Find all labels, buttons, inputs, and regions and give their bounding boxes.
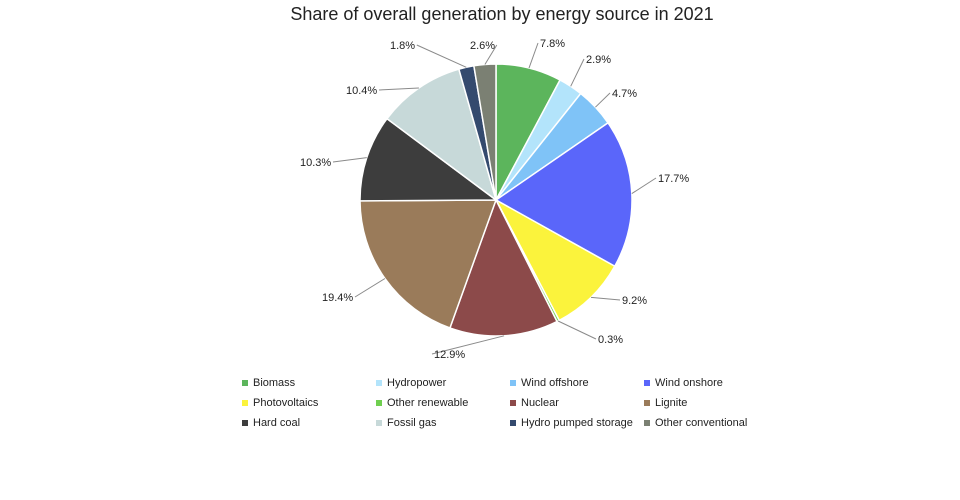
data-label: 7.8% bbox=[540, 38, 565, 50]
leader-line bbox=[631, 177, 657, 195]
legend-swatch bbox=[376, 400, 382, 406]
leader-line bbox=[416, 44, 467, 68]
legend-item: Lignite bbox=[644, 396, 778, 410]
leader-line bbox=[570, 58, 585, 87]
data-label: 9.2% bbox=[622, 295, 647, 307]
legend-swatch bbox=[376, 380, 382, 386]
legend-label: Other renewable bbox=[387, 397, 469, 409]
leader-line bbox=[484, 44, 498, 65]
legend-swatch bbox=[376, 420, 382, 426]
legend-label: Biomass bbox=[253, 377, 296, 389]
leader-line bbox=[557, 320, 597, 340]
leader-line bbox=[595, 92, 611, 108]
legend-label: Lignite bbox=[655, 397, 688, 409]
legend-label: Fossil gas bbox=[387, 417, 437, 429]
leader-line bbox=[332, 157, 367, 163]
leader-line bbox=[354, 278, 386, 298]
chart-title: Share of overall generation by energy so… bbox=[290, 4, 714, 24]
data-label: 4.7% bbox=[612, 88, 637, 100]
legend-label: Nuclear bbox=[521, 397, 559, 409]
legend-swatch bbox=[510, 400, 516, 406]
legend-label: Hard coal bbox=[253, 417, 301, 429]
data-label: 10.4% bbox=[346, 85, 377, 97]
legend-label: Photovoltaics bbox=[253, 397, 319, 409]
legend-swatch bbox=[242, 420, 248, 426]
data-label: 19.4% bbox=[322, 292, 353, 304]
legend-item: Nuclear bbox=[510, 396, 644, 410]
data-label: 12.9% bbox=[434, 349, 465, 361]
legend-item: Hydro pumped storage bbox=[510, 416, 644, 430]
legend-item: Other conventional bbox=[644, 416, 778, 430]
legend-item: Biomass bbox=[242, 376, 376, 390]
legend-swatch bbox=[510, 380, 516, 386]
legend-swatch bbox=[242, 380, 248, 386]
legend-item: Hard coal bbox=[242, 416, 376, 430]
leader-line bbox=[528, 42, 539, 69]
leader-line bbox=[378, 87, 419, 91]
legend-item: Fossil gas bbox=[376, 416, 510, 430]
legend-swatch bbox=[242, 400, 248, 406]
legend-item: Wind offshore bbox=[510, 376, 644, 390]
legend-swatch bbox=[644, 420, 650, 426]
data-label: 10.3% bbox=[300, 157, 331, 169]
leader-line bbox=[590, 296, 621, 301]
legend-label: Hydro pumped storage bbox=[521, 417, 633, 429]
legend-swatch bbox=[644, 380, 650, 386]
legend-item: Hydropower bbox=[376, 376, 510, 390]
data-label: 0.3% bbox=[598, 334, 623, 346]
data-label: 2.6% bbox=[470, 40, 495, 52]
legend-item: Photovoltaics bbox=[242, 396, 376, 410]
legend-swatch bbox=[510, 420, 516, 426]
legend-label: Hydropower bbox=[387, 377, 447, 389]
pie-slice-photovoltaics bbox=[494, 198, 616, 322]
data-label: 1.8% bbox=[390, 40, 415, 52]
legend: Biomass Hydropower Wind offshore Wind onsho… bbox=[242, 376, 782, 430]
legend-label: Other conventional bbox=[655, 417, 748, 429]
leader-line bbox=[431, 335, 505, 355]
data-label: 2.9% bbox=[586, 54, 611, 66]
pie-slice-nuclear bbox=[448, 198, 558, 337]
data-label: 17.7% bbox=[658, 173, 689, 185]
legend-item: Wind onshore bbox=[644, 376, 778, 390]
legend-label: Wind offshore bbox=[521, 377, 589, 389]
legend-item: Other renewable bbox=[376, 396, 510, 410]
legend-swatch bbox=[644, 400, 650, 406]
legend-label: Wind onshore bbox=[655, 377, 723, 389]
